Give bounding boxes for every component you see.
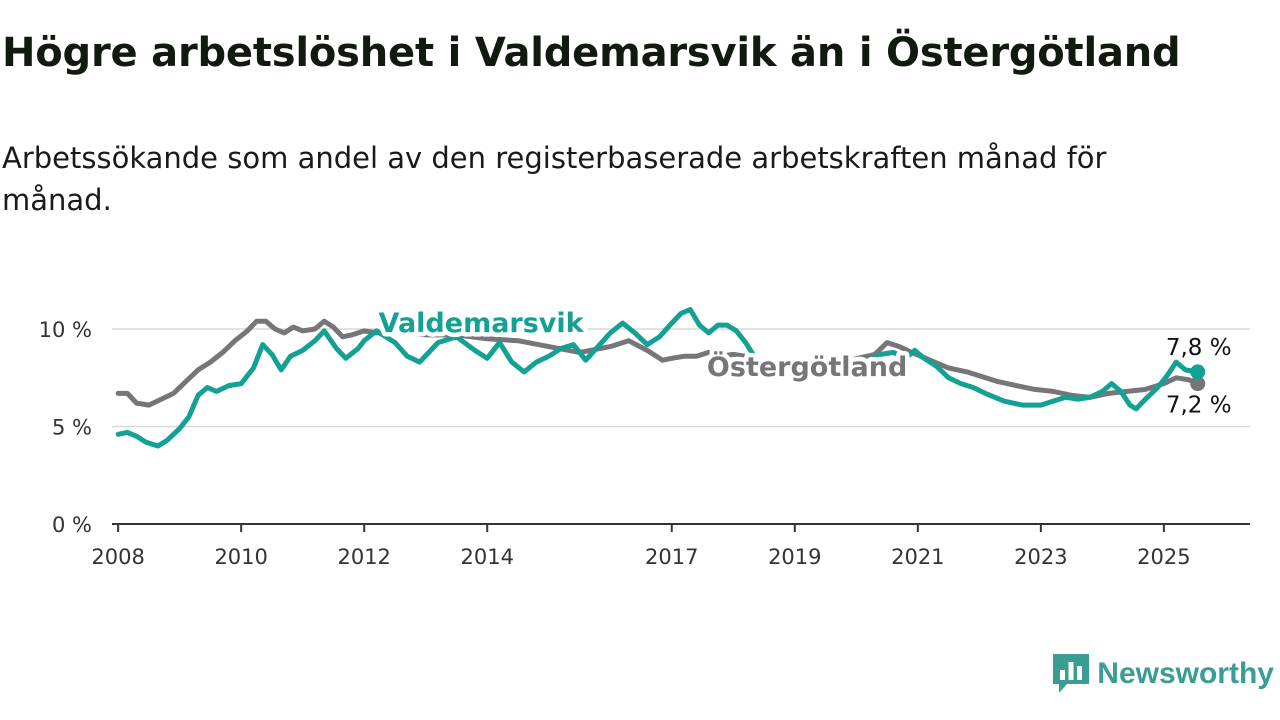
end-point-1 (1190, 364, 1206, 380)
x-tick-label: 2025 (1137, 545, 1190, 569)
newsworthy-logo-icon (1053, 654, 1090, 693)
x-tick-label: 2023 (1014, 545, 1067, 569)
x-tick-label: 2019 (768, 545, 821, 569)
x-tick-label: 2008 (91, 545, 144, 569)
end-point-0 (1190, 376, 1206, 392)
brand-name: Newsworthy (1097, 657, 1274, 690)
series-name-label-0: Östergötland (707, 350, 907, 383)
series-line-1 (115, 307, 1201, 449)
y-tick-label: 10 % (39, 318, 92, 342)
series-lines (115, 307, 1206, 449)
newsworthy-brand[interactable]: Newsworthy (1053, 654, 1274, 694)
x-tick-label: 2021 (891, 545, 944, 569)
x-tick-label: 2010 (214, 545, 267, 569)
y-tick-label: 0 % (52, 513, 92, 537)
x-axis: 2008 2010 2012 2014 2017 2019 2021 2023 2025 (91, 523, 1250, 569)
x-tick-label: 2017 (645, 545, 698, 569)
end-value-label-0: 7,2 % (1166, 393, 1232, 419)
x-tick-label: 2012 (337, 545, 390, 569)
chart-subtitle: Arbetssökande som andel av den registerb… (2, 141, 1107, 217)
series-name-label-1: Valdemarsvik (379, 308, 585, 339)
y-tick-label: 5 % (52, 416, 92, 440)
series-labels: Valdemarsvik Östergötland 7,8 % 7,2 % (374, 303, 1235, 421)
x-tick-label: 2014 (461, 545, 514, 569)
series-line-0 (115, 318, 1201, 408)
chart-title: Högre arbetslöshet i Valdemarsvik än i Ö… (2, 30, 1181, 76)
end-value-label-1: 7,8 % (1166, 335, 1232, 361)
